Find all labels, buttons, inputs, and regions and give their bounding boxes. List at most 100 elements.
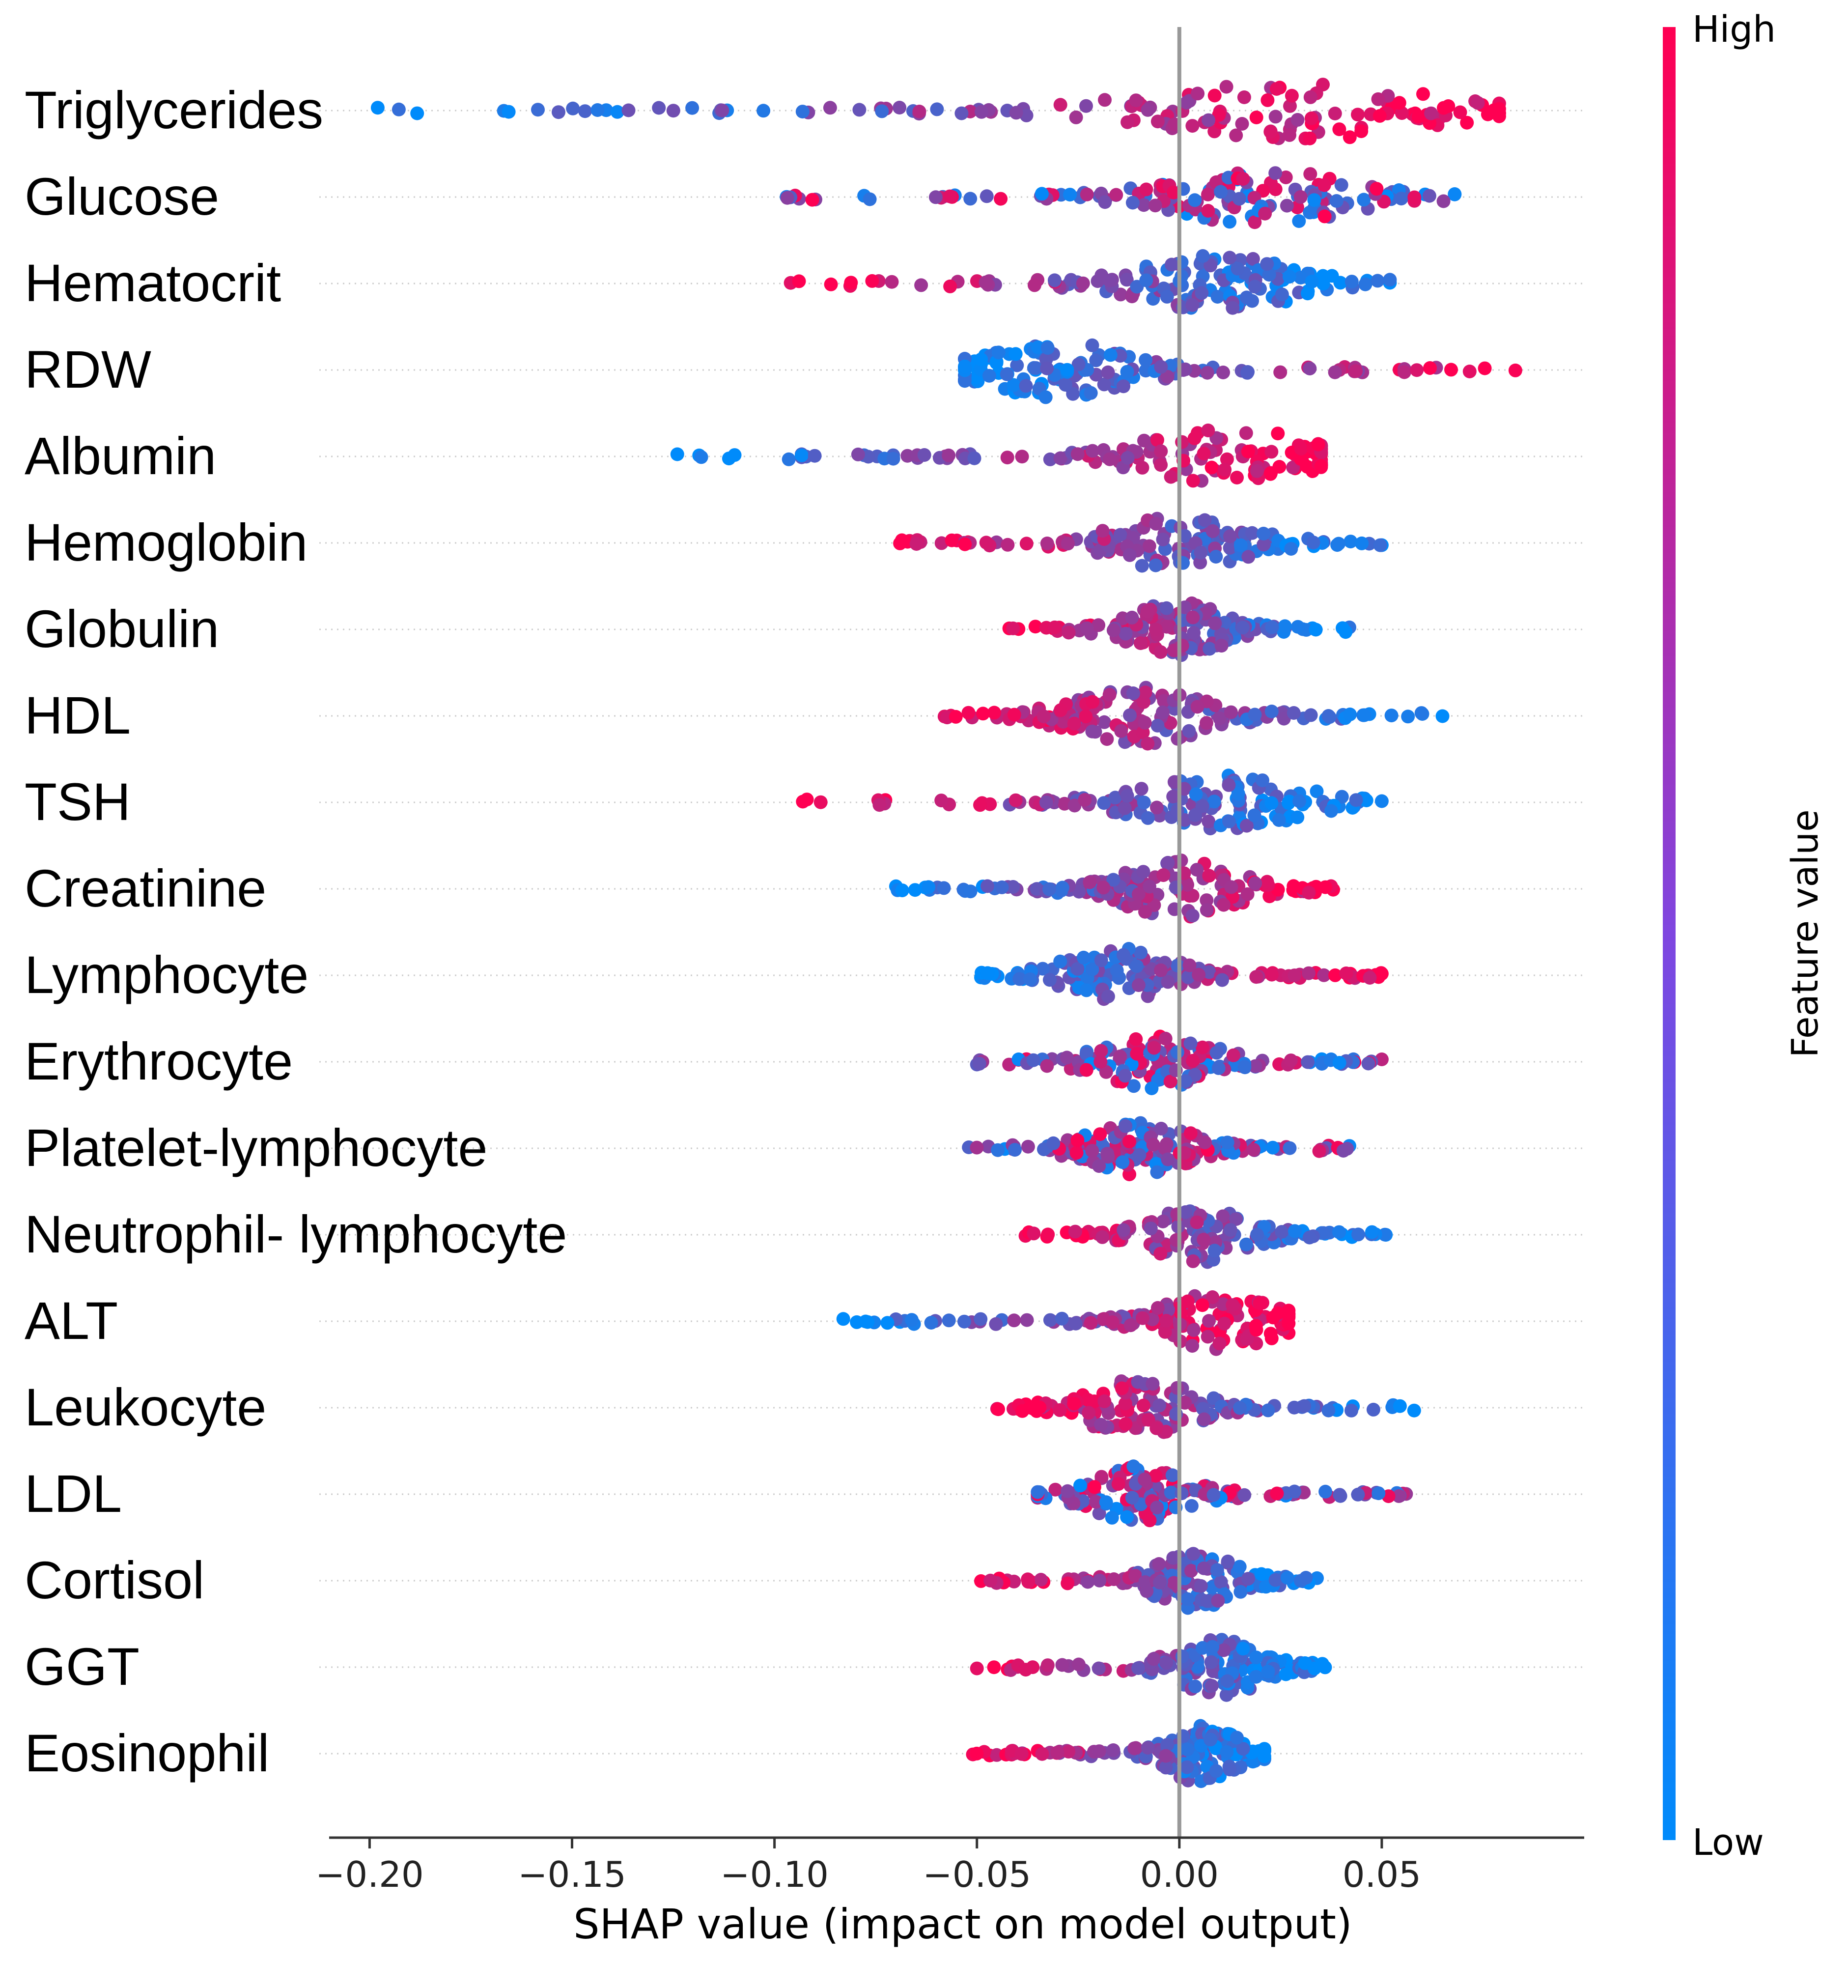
shap-point xyxy=(1129,1741,1143,1755)
shap-point xyxy=(1088,1480,1101,1494)
shap-point xyxy=(1134,782,1148,796)
feature-label: Hemoglobin xyxy=(25,512,308,572)
feature-label: Leukocyte xyxy=(25,1377,266,1437)
shap-point xyxy=(1207,88,1222,103)
shap-point xyxy=(905,1313,919,1327)
shap-point xyxy=(1119,1119,1133,1133)
shap-point xyxy=(1069,110,1083,124)
shap-point xyxy=(1143,1513,1157,1528)
shap-point xyxy=(1029,361,1043,375)
shap-point xyxy=(1201,424,1215,437)
shap-point xyxy=(1229,1212,1243,1226)
shap-point xyxy=(1107,1572,1121,1586)
shap-point xyxy=(1232,192,1246,206)
shap-point xyxy=(1236,172,1250,186)
shap-point xyxy=(1130,959,1144,973)
feature-label: Cortisol xyxy=(25,1550,204,1610)
shap-point xyxy=(1351,1487,1365,1502)
colorbar-title: Feature value xyxy=(1784,809,1826,1057)
shap-point xyxy=(1302,966,1316,980)
shap-point xyxy=(1053,451,1067,465)
shap-point xyxy=(1164,1485,1178,1500)
shap-point xyxy=(973,798,987,812)
shap-point xyxy=(1149,800,1164,815)
shap-point xyxy=(1117,1223,1131,1237)
shap-point xyxy=(1132,1148,1147,1162)
shap-point xyxy=(1054,703,1068,717)
shap-point xyxy=(1048,1482,1063,1497)
shap-point xyxy=(1223,251,1237,265)
shap-point xyxy=(1178,1074,1192,1088)
shap-point xyxy=(1116,1155,1130,1169)
shap-point xyxy=(1284,1053,1298,1068)
shap-point xyxy=(502,105,516,119)
shap-point xyxy=(1334,178,1348,192)
shap-point xyxy=(1200,903,1214,917)
shap-point xyxy=(1062,1744,1076,1759)
shap-point xyxy=(1384,709,1399,723)
shap-point xyxy=(980,189,994,203)
shap-point xyxy=(1204,1679,1219,1693)
shap-point xyxy=(1035,187,1049,201)
shap-point xyxy=(1253,1296,1267,1310)
shap-point xyxy=(792,274,806,288)
shap-point xyxy=(961,706,976,720)
feature-label: GGT xyxy=(25,1637,140,1696)
shap-point xyxy=(912,105,926,118)
shap-point xyxy=(1462,365,1477,378)
shap-point xyxy=(1268,110,1283,124)
feature-label: Neutrophil- lymphocyte xyxy=(25,1204,567,1264)
shap-point xyxy=(1148,558,1163,572)
shap-point xyxy=(1201,1330,1215,1344)
shap-point xyxy=(1150,1501,1164,1515)
shap-point xyxy=(1332,537,1346,551)
shap-point xyxy=(1076,276,1090,290)
shap-point xyxy=(1155,705,1170,719)
shap-point xyxy=(1135,460,1149,475)
shap-point xyxy=(1223,1223,1237,1237)
shap-point xyxy=(1105,1510,1119,1525)
shap-point xyxy=(1119,626,1133,641)
feature-label: Triglycerides xyxy=(25,80,323,140)
shap-point xyxy=(1098,93,1112,107)
shap-point xyxy=(1084,386,1098,400)
shap-point xyxy=(974,352,988,367)
shap-point xyxy=(1073,1478,1087,1493)
shap-point xyxy=(1081,1575,1095,1589)
shap-point xyxy=(1147,1041,1161,1055)
shap-point xyxy=(1383,273,1397,287)
shap-point xyxy=(1085,338,1099,352)
shap-point xyxy=(1237,1060,1252,1074)
shap-point xyxy=(1033,1400,1047,1415)
shap-point xyxy=(1130,1047,1144,1061)
shap-point xyxy=(1080,621,1094,635)
shap-point xyxy=(1258,206,1272,221)
shap-point xyxy=(1138,1575,1152,1589)
shap-point xyxy=(1099,1495,1113,1509)
shap-point xyxy=(1110,964,1124,978)
shap-point xyxy=(531,103,545,117)
shap-point xyxy=(1236,1742,1250,1756)
shap-point xyxy=(1303,90,1317,104)
shap-point xyxy=(1076,950,1091,965)
shap-point xyxy=(1293,452,1308,466)
shap-point xyxy=(970,1140,984,1155)
shap-point xyxy=(1185,888,1200,903)
shap-point xyxy=(1098,195,1112,209)
shap-point xyxy=(1232,1560,1247,1574)
shap-point xyxy=(1186,1254,1200,1268)
shap-point xyxy=(865,274,879,288)
shap-point xyxy=(578,104,592,118)
shap-point xyxy=(1103,348,1118,362)
shap-point xyxy=(1091,274,1105,288)
shap-point xyxy=(1192,967,1206,982)
shap-point xyxy=(1336,621,1349,635)
shap-point xyxy=(1282,270,1296,284)
shap-point xyxy=(1223,1762,1237,1777)
shap-point xyxy=(1397,365,1411,379)
shap-point xyxy=(1118,1069,1132,1083)
shap-point xyxy=(1257,527,1271,540)
shap-point xyxy=(1309,623,1323,637)
shap-point xyxy=(1247,808,1261,823)
shap-point xyxy=(1264,466,1278,480)
